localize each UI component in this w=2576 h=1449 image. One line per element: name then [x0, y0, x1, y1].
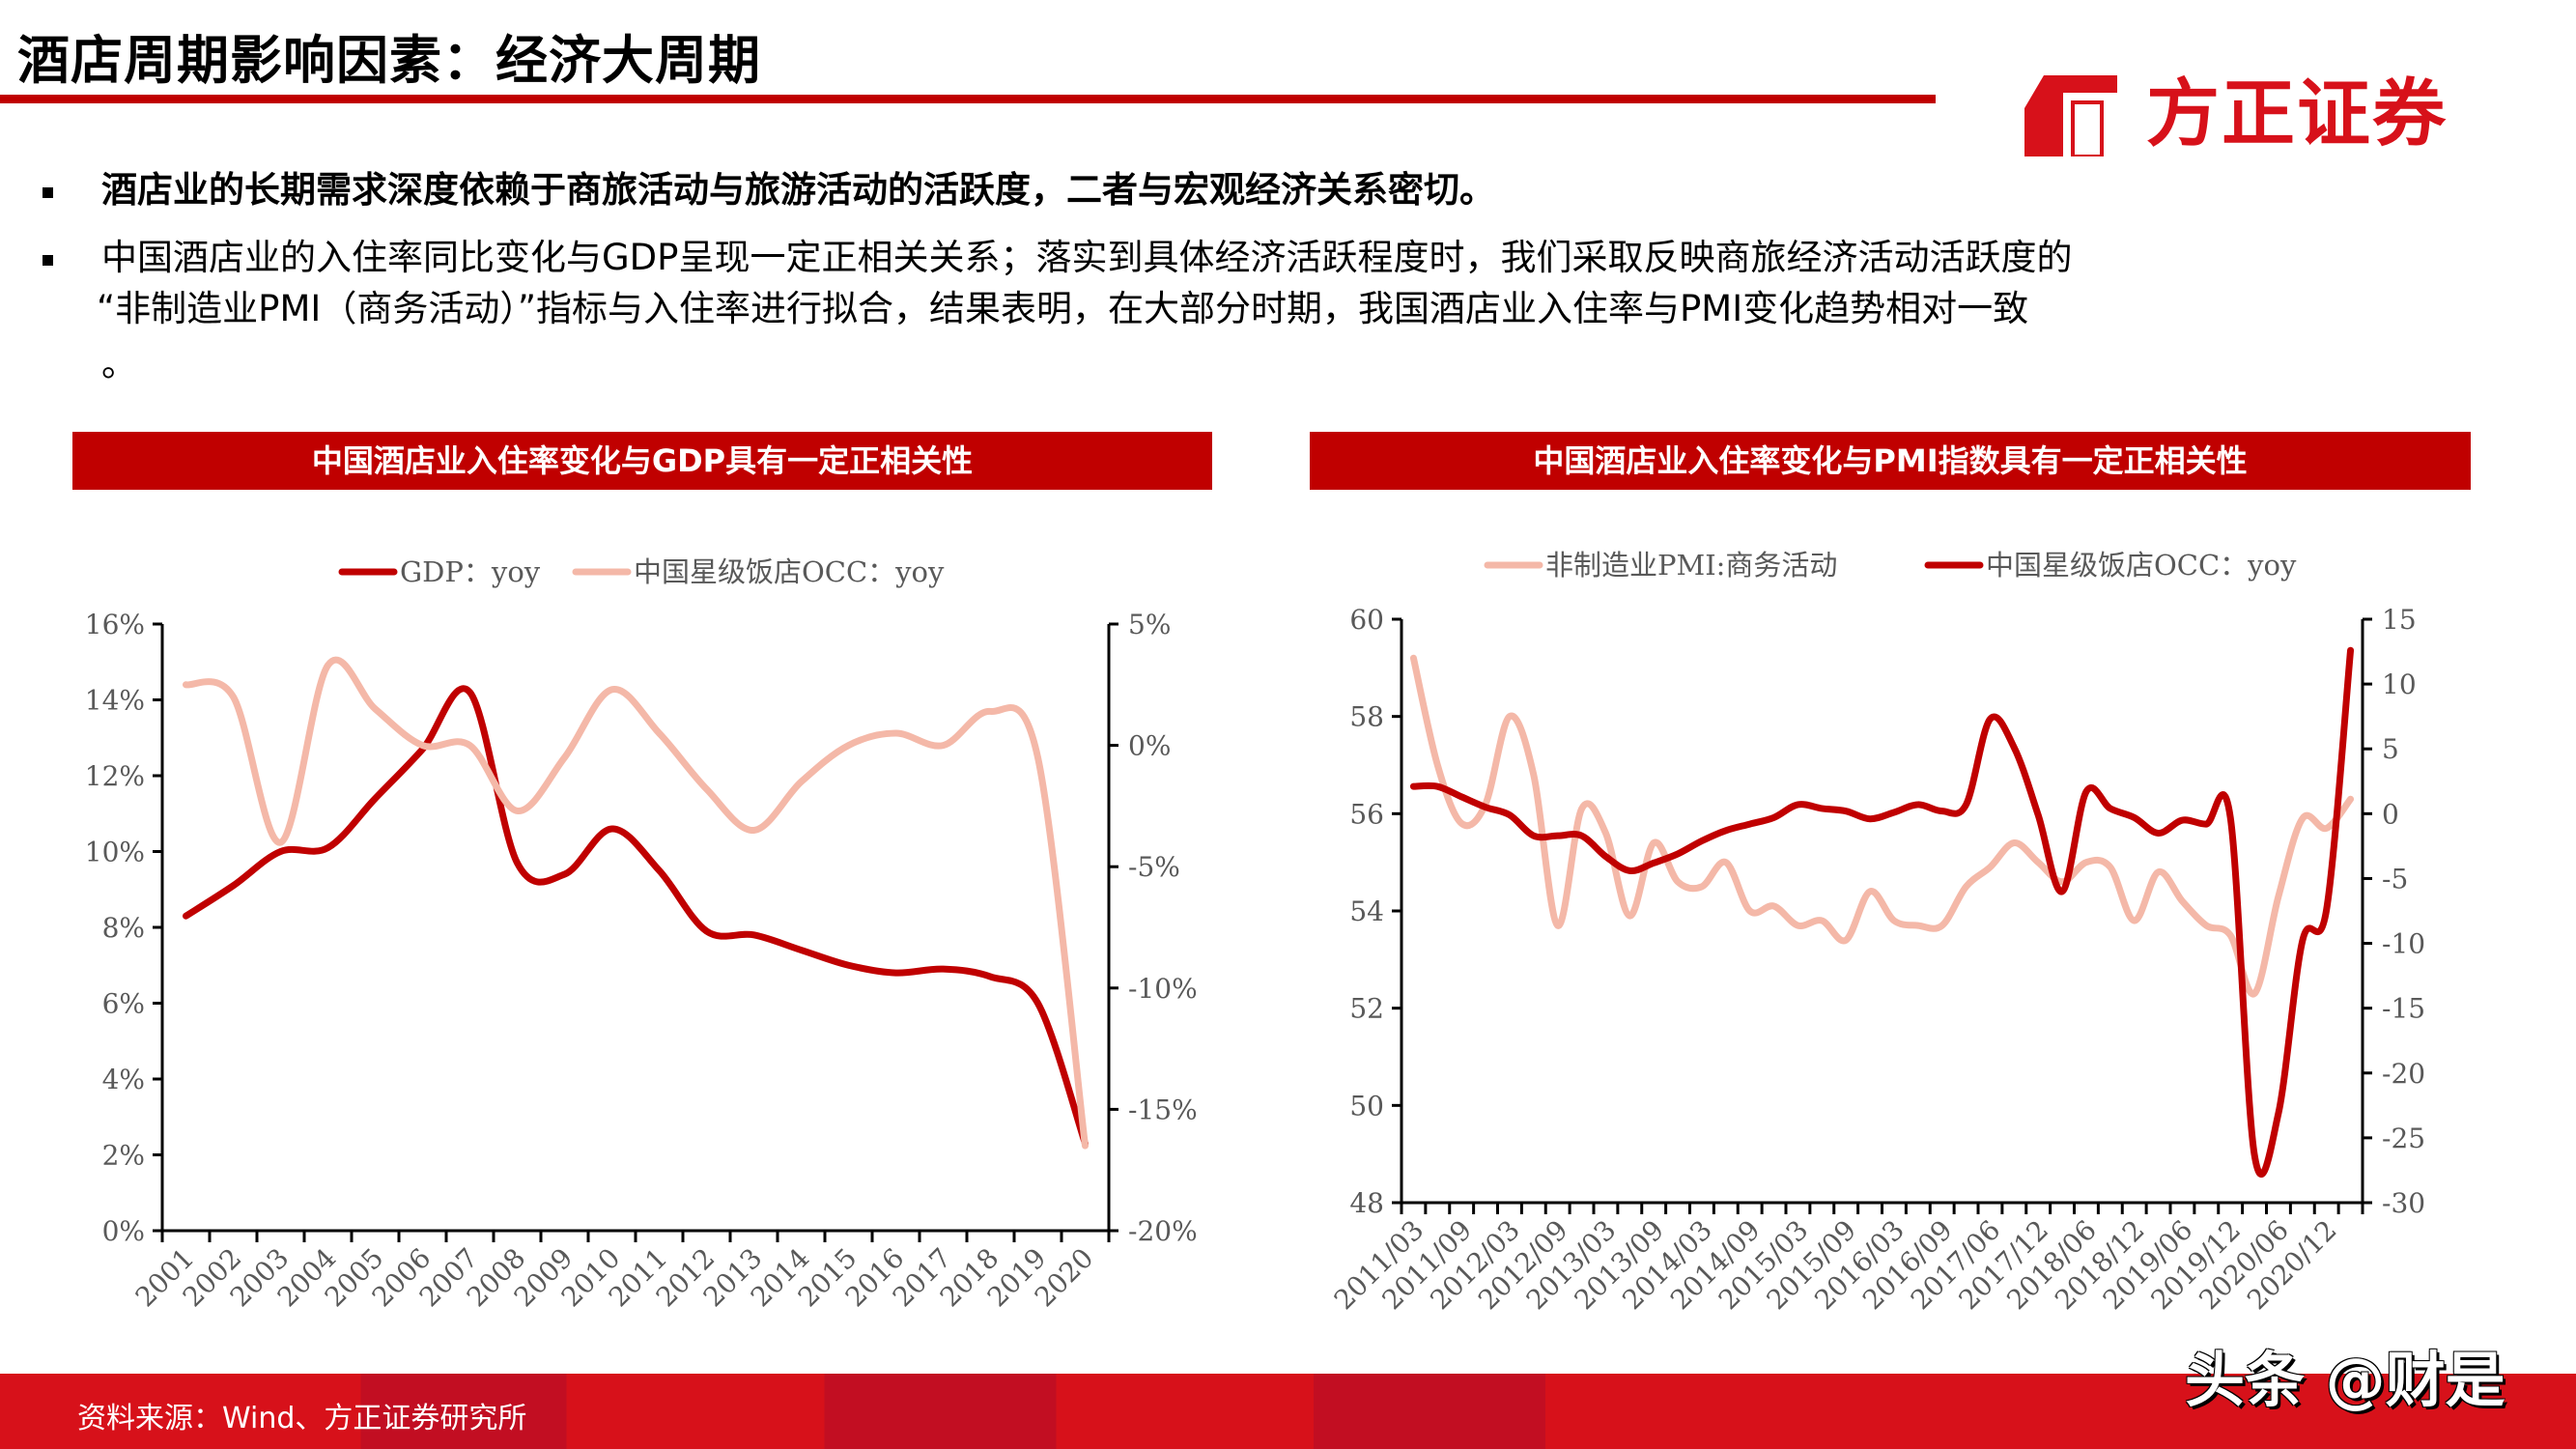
y-left-tick-label: 2% — [102, 1140, 145, 1172]
y-right-tick-label: -20% — [1128, 1215, 1198, 1247]
bullet-text-2: 中国酒店业的入住率同比变化与GDP呈现一定正相关关系；落实到具体经济活跃程度时，… — [101, 237, 2073, 278]
y-right-tick-label: -20 — [2382, 1058, 2425, 1090]
y-right-tick-label: -15% — [1128, 1094, 1198, 1125]
title-divider — [0, 95, 1936, 103]
y-right-tick-label: 0% — [1128, 730, 1171, 762]
series-line-1 — [183, 685, 1089, 1148]
bullet-text-2-cont: “非制造业PMI（商务活动）”指标与入住率进行拟合，结果表明，在大部分时期，我国… — [97, 288, 2029, 329]
y-right-tick-label: -25 — [2382, 1122, 2425, 1154]
page-title: 酒店周期影响因素：经济大周期 — [17, 30, 761, 91]
y-right-tick-label: 10 — [2382, 668, 2417, 700]
legend-label: GDP：yoy — [400, 555, 541, 588]
y-left-tick-label: 14% — [85, 685, 145, 717]
bullet-text-2-end: 。 — [101, 343, 137, 384]
y-right-tick-label: 15 — [2382, 604, 2417, 636]
bullet-marker — [42, 255, 53, 266]
watermark: 头条 @财是 — [2185, 1345, 2505, 1415]
y-right-tick-label: -10 — [2382, 928, 2425, 960]
y-right-tick-label: 5 — [2382, 733, 2399, 765]
source-note: 资料来源：Wind、方正证券研究所 — [77, 1402, 527, 1435]
series-line-2 — [183, 656, 1089, 1150]
y-left-tick-label: 4% — [102, 1064, 145, 1095]
y-left-tick-label: 58 — [1349, 701, 1384, 733]
logo-mark-icon — [2024, 75, 2117, 156]
y-left-tick-label: 0% — [102, 1215, 145, 1247]
chart-2: 48505254565860-30-25-20-15-10-5051015201… — [1328, 549, 2425, 1316]
legend-label: 中国星级饭店OCC：yoy — [1986, 549, 2297, 582]
y-right-tick-label: -5 — [2382, 863, 2408, 895]
bullet-marker — [42, 187, 53, 198]
y-right-tick-label: -10% — [1128, 973, 1198, 1005]
y-left-tick-label: 6% — [102, 988, 145, 1020]
y-left-tick-label: 50 — [1349, 1090, 1384, 1122]
footer-bar — [0, 1374, 2576, 1449]
legend-label: 中国星级饭店OCC：yoy — [634, 555, 945, 588]
series-line-2 — [1409, 646, 2355, 1178]
y-left-tick-label: 12% — [85, 760, 145, 792]
y-left-tick-label: 56 — [1349, 798, 1384, 830]
y-left-tick-label: 8% — [102, 912, 145, 944]
chart-header-gdp: 中国酒店业入住率变化与GDP具有一定正相关性 — [72, 432, 1212, 490]
y-left-tick-label: 16% — [85, 609, 145, 640]
series-line-1 — [1409, 654, 2355, 998]
y-left-tick-label: 60 — [1349, 604, 1384, 636]
y-left-tick-label: 48 — [1349, 1187, 1384, 1219]
y-right-tick-label: 0 — [2382, 798, 2399, 830]
legend-label: 非制造业PMI:商务活动 — [1545, 549, 1837, 582]
y-right-tick-label: -5% — [1128, 851, 1180, 883]
y-right-tick-label: 5% — [1128, 609, 1171, 640]
company-logo: 方正证券 — [2024, 68, 2469, 160]
y-left-tick-label: 10% — [85, 837, 145, 868]
y-right-tick-label: -15 — [2382, 993, 2425, 1025]
y-left-tick-label: 54 — [1349, 895, 1384, 927]
bullet-text-1: 酒店业的长期需求深度依赖于商旅活动与旅游活动的活跃度，二者与宏观经济关系密切。 — [101, 169, 1495, 211]
logo-text: 方正证券 — [2146, 71, 2448, 156]
chart-1: 0% 2% 4% 6% 8% 10% 12% 14% 16% -20% -15% -10% -5% 0% 5… — [85, 555, 1198, 1313]
chart-header-pmi: 中国酒店业入住率变化与PMI指数具有一定正相关性 — [1310, 432, 2471, 490]
y-left-tick-label: 52 — [1349, 993, 1384, 1025]
y-right-tick-label: -30 — [2382, 1187, 2425, 1219]
